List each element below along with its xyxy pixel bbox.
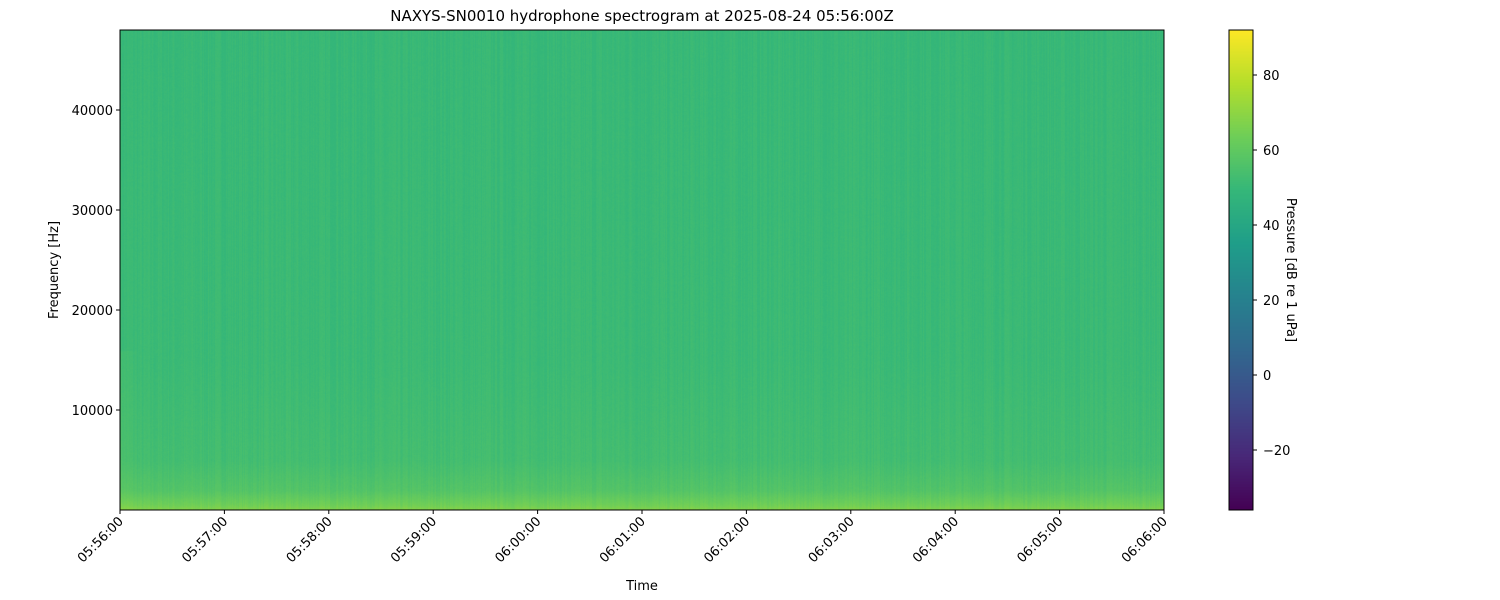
x-axis-ticks: 05:56:00 05:57:00 05:58:00 05:59:00 06:00:00… bbox=[75, 510, 1171, 566]
colorbar-tick-label: 40 bbox=[1263, 219, 1280, 234]
x-tick-label: 05:57:00 bbox=[179, 514, 231, 566]
colorbar-label: Pressure [dB re 1 uPa] bbox=[1283, 198, 1298, 342]
plot-frame bbox=[119, 29, 1165, 511]
x-tick-label: 06:00:00 bbox=[493, 514, 545, 566]
x-tick-label: 06:03:00 bbox=[806, 514, 858, 566]
y-axis-ticks: 10000 20000 30000 40000 bbox=[72, 104, 120, 419]
y-axis-label: Frequency [Hz] bbox=[47, 221, 62, 319]
x-tick-label: 06:05:00 bbox=[1015, 514, 1067, 566]
x-tick-label: 05:59:00 bbox=[388, 514, 440, 566]
colorbar-gradient bbox=[1229, 30, 1253, 510]
x-tick-label: 06:06:00 bbox=[1119, 514, 1171, 566]
x-tick-label: 05:58:00 bbox=[284, 514, 336, 566]
colorbar-tick-label: 0 bbox=[1263, 369, 1271, 384]
y-tick-label: 40000 bbox=[72, 104, 113, 119]
spectrogram-heatmap bbox=[120, 30, 1164, 510]
colorbar-ticks: −20 0 20 40 60 80 bbox=[1253, 69, 1290, 459]
colorbar-tick-label: 20 bbox=[1263, 294, 1280, 309]
x-tick-label: 06:02:00 bbox=[701, 514, 753, 566]
y-tick-label: 10000 bbox=[72, 404, 113, 419]
y-tick-label: 20000 bbox=[72, 304, 113, 319]
colorbar-tick-label: 80 bbox=[1263, 69, 1280, 84]
chart-title: NAXYS-SN0010 hydrophone spectrogram at 2… bbox=[390, 7, 894, 25]
x-tick-label: 06:01:00 bbox=[597, 514, 649, 566]
colorbar-tick-label: −20 bbox=[1263, 444, 1290, 459]
x-axis-label: Time bbox=[625, 579, 658, 594]
x-tick-label: 05:56:00 bbox=[75, 514, 127, 566]
x-tick-label: 06:04:00 bbox=[910, 514, 962, 566]
y-tick-label: 30000 bbox=[72, 204, 113, 219]
colorbar-tick-label: 60 bbox=[1263, 144, 1280, 159]
colorbar-frame bbox=[1228, 29, 1254, 511]
